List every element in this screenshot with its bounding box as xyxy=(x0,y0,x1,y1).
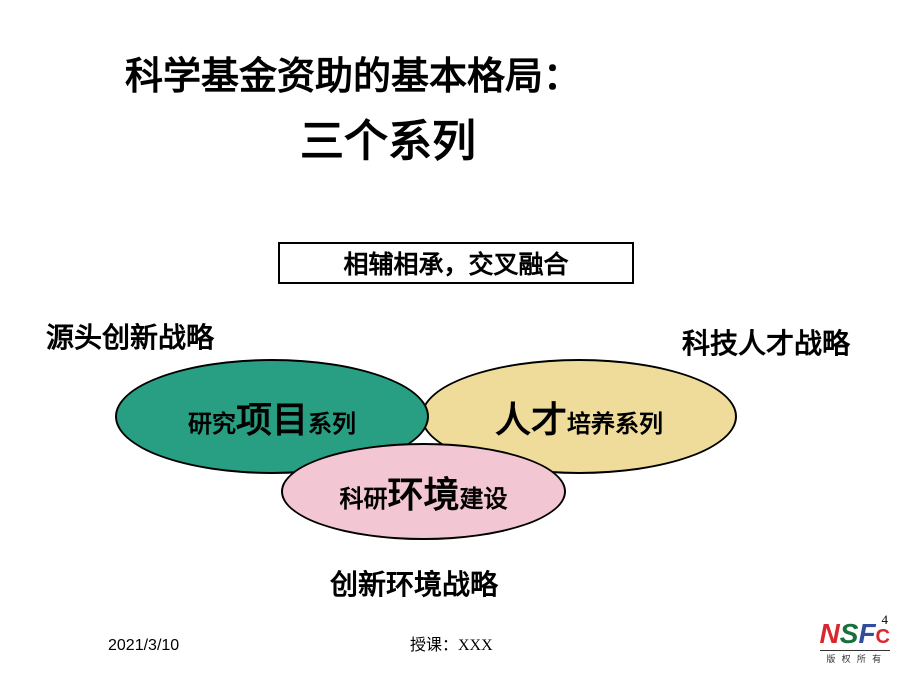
ellipse-right-text: 人才 培养系列 xyxy=(495,391,663,443)
logo-letter-s: S xyxy=(840,618,859,649)
ellipse-research-environment: 科研 环境 建设 xyxy=(281,443,566,540)
nsfc-logo: NSFC 版 权 所 有 4 xyxy=(820,620,890,665)
ellipse-left-suffix: 系列 xyxy=(308,404,356,439)
ellipse-right-suffix: 培养系列 xyxy=(567,404,663,439)
ellipse-left-text: 研究 项目 系列 xyxy=(188,391,356,443)
ellipse-bottom-text: 科研 环境 建设 xyxy=(339,466,507,518)
logo-letters: NSFC xyxy=(820,620,890,648)
footer-lecturer: 授课：XXX xyxy=(410,631,493,655)
label-bottom: 创新环境战略 xyxy=(330,563,498,603)
footer-date: 2021/3/10 xyxy=(108,637,179,655)
ellipse-bottom-prefix: 科研 xyxy=(339,479,387,514)
label-top-right: 科技人才战略 xyxy=(682,322,850,362)
logo-letter-c: C xyxy=(876,626,890,648)
logo-subtitle: 版 权 所 有 xyxy=(820,650,890,665)
ellipse-bottom-main: 环境 xyxy=(387,466,459,518)
title-line-2: 三个系列 xyxy=(125,105,920,169)
label-top-left: 源头创新战略 xyxy=(46,316,214,356)
center-caption-box: 相辅相承，交叉融合 xyxy=(278,242,634,284)
ellipse-left-main: 项目 xyxy=(236,391,308,443)
title-line-1: 科学基金资助的基本格局： xyxy=(125,45,920,100)
footer-page-number: 4 xyxy=(882,612,889,628)
ellipse-left-prefix: 研究 xyxy=(188,404,236,439)
ellipse-bottom-suffix: 建设 xyxy=(460,479,508,514)
logo-letter-f: F xyxy=(858,618,875,649)
logo-letter-n: N xyxy=(820,618,840,649)
slide-title: 科学基金资助的基本格局： 三个系列 xyxy=(0,0,920,169)
center-caption-text: 相辅相承，交叉融合 xyxy=(343,245,568,281)
ellipse-right-prefix: 人才 xyxy=(495,391,567,443)
